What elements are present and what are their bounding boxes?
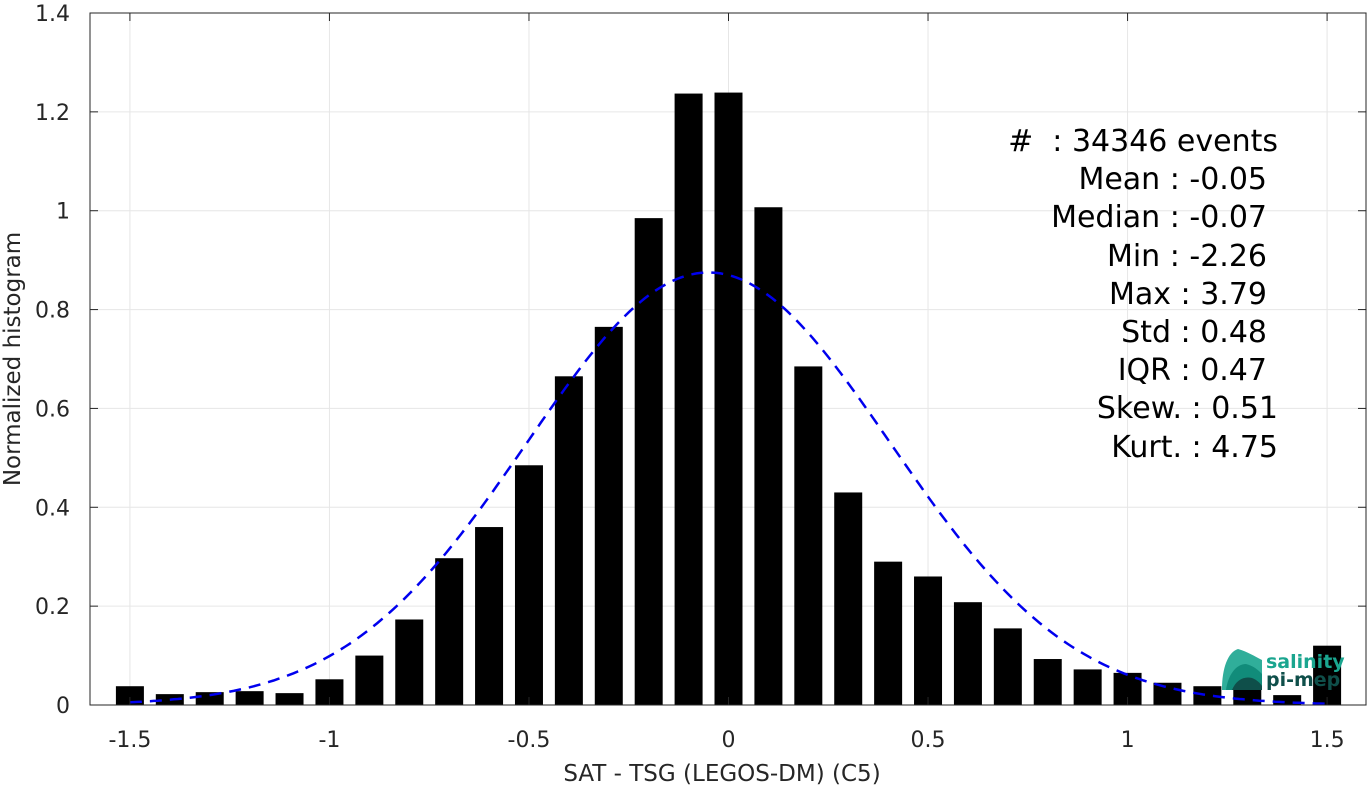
- histogram-bar: [1153, 682, 1182, 705]
- stat-skew: Skew. : 0.51: [1097, 391, 1278, 426]
- y-tick-label: 0: [56, 694, 70, 719]
- stat-std: Std : 0.48: [1121, 315, 1267, 350]
- histogram-bar: [554, 376, 583, 705]
- y-tick-label: 1.4: [35, 2, 70, 27]
- stat-kurt: Kurt. : 4.75: [1111, 430, 1278, 465]
- histogram-bar: [594, 326, 623, 705]
- x-tick-label: -1: [318, 728, 340, 753]
- histogram-bar: [1233, 689, 1262, 705]
- x-tick-label: -0.5: [508, 728, 551, 753]
- stat-iqr: IQR : 0.47: [1118, 353, 1267, 388]
- y-tick-label: 0.4: [35, 496, 70, 521]
- histogram-bar: [634, 218, 663, 705]
- histogram-bar: [1073, 669, 1102, 705]
- y-tick-label: 1.2: [35, 101, 70, 126]
- histogram-bar: [1273, 695, 1302, 705]
- histogram-bar: [1313, 645, 1342, 705]
- stat-median: Median : -0.07: [1051, 200, 1267, 235]
- histogram-bar: [514, 465, 543, 705]
- x-tick-label: 1.5: [1310, 728, 1345, 753]
- y-tick-label: 0.2: [35, 595, 70, 620]
- statistics-annotation: # : 34346 events Mean : -0.05 Median : -…: [1008, 124, 1278, 465]
- histogram-bar: [355, 655, 384, 705]
- y-tick-label: 0.8: [35, 299, 70, 324]
- histogram-bar: [1033, 659, 1062, 705]
- logo-line1: salinity: [1266, 651, 1345, 673]
- logo-wave-icon: [1222, 649, 1262, 690]
- y-axis-ticks: 0 0.2 0.4 0.6 0.8 1 1.2 1.4: [35, 2, 1366, 719]
- histogram-bar: [953, 602, 982, 705]
- stat-events: # : 34346 events: [1008, 124, 1278, 159]
- histogram-bar: [674, 93, 703, 705]
- y-axis-label: Normalized histogram: [0, 232, 26, 486]
- y-tick-label: 1: [56, 200, 70, 225]
- logo-line2: pi-mep: [1266, 669, 1340, 691]
- histogram-bar: [195, 692, 224, 705]
- histogram-bars: [115, 92, 1342, 706]
- x-tick-label: 0: [722, 728, 736, 753]
- histogram-bar: [275, 693, 304, 705]
- histogram-bar: [874, 561, 903, 705]
- histogram-bar: [395, 619, 424, 705]
- histogram-bar: [115, 686, 144, 705]
- histogram-bar: [754, 207, 783, 706]
- histogram-bar: [914, 576, 943, 705]
- gaussian-fit-curve: [129, 271, 1328, 705]
- x-tick-label: -1.5: [108, 728, 151, 753]
- x-axis-label: SAT - TSG (LEGOS-DM) (C5): [563, 761, 880, 785]
- x-tick-label: 1: [1121, 728, 1135, 753]
- salinity-pi-mep-logo: salinity pi-mep: [1222, 649, 1345, 691]
- histogram-bar: [993, 628, 1022, 705]
- histogram-bar: [475, 527, 504, 705]
- histogram-bar: [1193, 686, 1222, 705]
- histogram-bar: [834, 492, 863, 705]
- stat-mean: Mean : -0.05: [1078, 162, 1267, 197]
- y-tick-label: 0.6: [35, 397, 70, 422]
- stat-max: Max : 3.79: [1109, 277, 1267, 312]
- histogram-bar: [714, 92, 743, 705]
- x-axis-ticks: -1.5 -1 -0.5 0 0.5 1 1.5: [108, 13, 1345, 753]
- x-tick-label: 0.5: [911, 728, 946, 753]
- histogram-bar: [794, 366, 823, 705]
- stat-min: Min : -2.26: [1107, 239, 1267, 274]
- histogram-bar: [435, 558, 464, 705]
- histogram-bar: [235, 691, 264, 705]
